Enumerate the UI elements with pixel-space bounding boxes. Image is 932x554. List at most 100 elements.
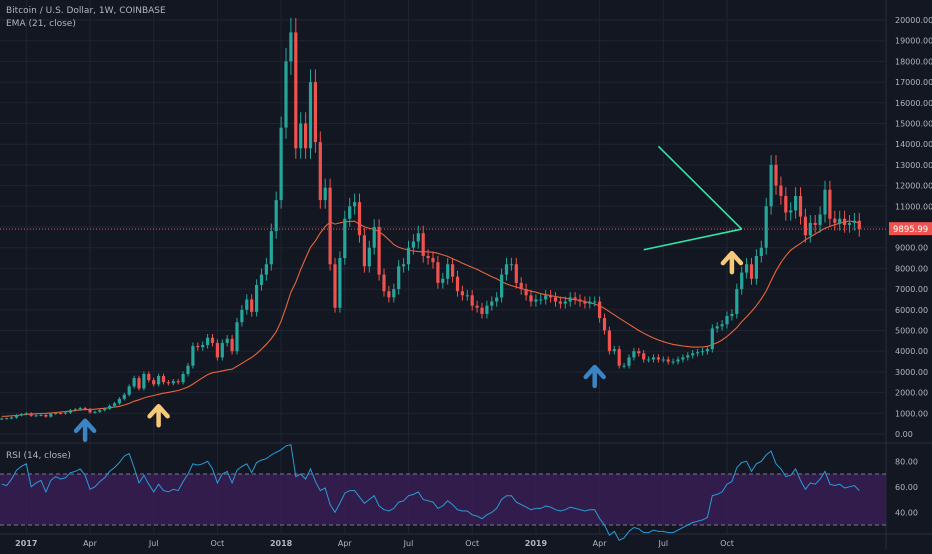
triangle-upper-trendline xyxy=(657,145,743,230)
candle-body xyxy=(328,187,332,265)
candle-body xyxy=(210,337,215,343)
candle-body xyxy=(602,318,607,331)
candle-body xyxy=(818,214,822,225)
candle-body xyxy=(63,412,68,414)
candle-body xyxy=(558,301,562,304)
candle-body xyxy=(382,274,386,292)
rsi-panel xyxy=(0,473,886,526)
candle-body xyxy=(843,218,847,225)
rsi-tick-label: 80.00 xyxy=(895,457,918,466)
candle-body xyxy=(29,413,33,416)
candle-body xyxy=(225,338,229,343)
ema-indicator-label: EMA (21, close) xyxy=(6,19,76,29)
candle-body xyxy=(446,264,450,279)
candle-body xyxy=(455,276,460,292)
candle-body xyxy=(73,409,77,411)
candle-body xyxy=(794,195,798,211)
candle-body xyxy=(642,353,646,360)
time-tick-label: 2017 xyxy=(15,539,37,548)
candle-body xyxy=(171,381,175,384)
candle-body xyxy=(808,222,812,236)
candle-body xyxy=(372,227,376,248)
candle-body xyxy=(813,222,817,225)
yellow-up-arrow-icon xyxy=(147,404,170,428)
candle-body xyxy=(598,301,602,319)
price-tick-label: 1000.00 xyxy=(895,409,928,418)
candle-body xyxy=(313,82,317,143)
candle-body xyxy=(823,189,827,215)
candle-body xyxy=(59,413,63,415)
price-axis[interactable]: 20000.00 19000.00 18000.00 17000.00 16000.00… xyxy=(895,16,932,439)
price-tick-label: 8000.00 xyxy=(895,264,928,273)
candle-body xyxy=(274,200,278,232)
candle-body xyxy=(24,413,28,415)
candle-body xyxy=(426,255,430,259)
candle-body xyxy=(323,187,327,201)
time-tick-label: Jul xyxy=(657,539,668,548)
candle-body xyxy=(411,241,415,248)
candle-body xyxy=(617,349,621,366)
candle-body xyxy=(127,386,131,395)
candle-body xyxy=(406,247,411,265)
candle-body xyxy=(215,342,219,358)
candle-body xyxy=(495,297,499,302)
price-tick-label: 17000.00 xyxy=(895,78,932,87)
rsi-line xyxy=(1,444,860,541)
rsi-axis: 80.00 60.00 40.00 xyxy=(895,457,918,517)
candle-body xyxy=(676,359,680,362)
candle-body xyxy=(740,272,744,290)
ema-polyline xyxy=(1,220,860,417)
time-tick-label: Jul xyxy=(403,539,414,548)
candle-body xyxy=(142,373,146,389)
candle-body xyxy=(666,359,670,362)
candle-body xyxy=(705,349,709,352)
candle-body xyxy=(710,328,714,350)
symbol-title: Bitcoin / U.S. Dollar, 1W, COINBASE xyxy=(6,6,166,16)
candle-body xyxy=(431,258,435,263)
candle-body xyxy=(749,264,754,279)
candle-body xyxy=(460,291,464,296)
candle-body xyxy=(397,266,401,290)
candle-body xyxy=(671,361,675,363)
candle-body xyxy=(504,264,509,275)
drawings[interactable] xyxy=(73,145,744,443)
candle-body xyxy=(715,326,719,329)
candle-body xyxy=(529,295,533,302)
candle-body xyxy=(93,411,97,413)
candle-body xyxy=(304,123,308,149)
candle-body xyxy=(279,127,283,201)
candle-body xyxy=(161,376,166,383)
time-tick-label: Oct xyxy=(210,539,224,548)
candle-body xyxy=(490,301,494,306)
candle-body xyxy=(176,381,180,383)
candle-body xyxy=(196,346,200,348)
time-tick-label: Apr xyxy=(338,539,353,548)
candle-body xyxy=(421,233,425,256)
candle-body xyxy=(593,301,597,303)
candle-body xyxy=(764,206,768,248)
candle-body xyxy=(612,349,616,352)
candle-body xyxy=(201,344,205,348)
candle-body xyxy=(103,408,107,411)
candle-body xyxy=(220,342,224,358)
candle-body xyxy=(19,414,23,416)
time-axis[interactable]: 2017 Apr Jul Oct 2018 Apr Jul Oct 2019 Apr Jul Oct xyxy=(15,539,734,548)
time-tick-label: Oct xyxy=(720,539,734,548)
rsi-polyline xyxy=(1,444,860,541)
candle-body xyxy=(573,297,577,300)
candle-body xyxy=(798,195,803,217)
candle-body xyxy=(700,351,705,353)
candle-body xyxy=(774,164,778,186)
price-tick-label: 18000.00 xyxy=(895,57,932,66)
candle-body xyxy=(803,216,807,236)
time-tick-label: Jul xyxy=(148,539,159,548)
candle-body xyxy=(534,299,538,302)
candle-body xyxy=(166,382,170,384)
candle-body xyxy=(514,264,518,283)
candle-body xyxy=(186,365,190,374)
candles[interactable] xyxy=(0,17,861,420)
candle-body xyxy=(264,264,268,275)
